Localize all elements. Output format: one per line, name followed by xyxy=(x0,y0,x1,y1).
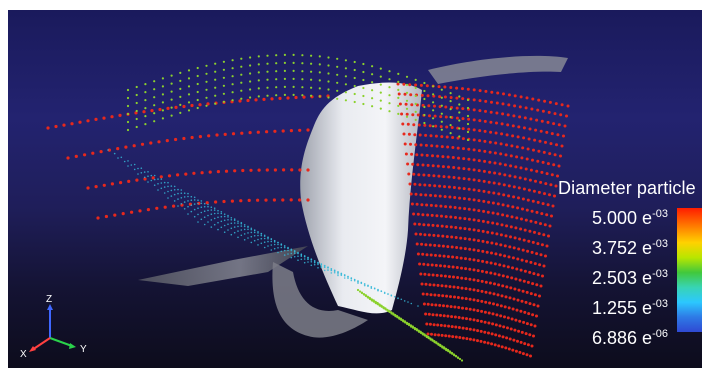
lower-hub-surface xyxy=(272,262,368,338)
upper-shroud-surface xyxy=(428,55,568,84)
axis-y-label: Y xyxy=(80,344,87,355)
colorbar xyxy=(677,208,702,332)
legend-label-max: 5.000 e-03 xyxy=(592,208,668,228)
bottom-strip xyxy=(8,368,702,376)
hub-surface xyxy=(138,246,308,286)
legend-label-min: 6.886 e-06 xyxy=(592,328,668,348)
legend-title: Diameter particle xyxy=(558,178,696,198)
legend-label-lower: 1.255 e-03 xyxy=(592,298,668,318)
axis-x-label: X xyxy=(20,349,27,360)
axis-z-label: Z xyxy=(46,294,52,305)
particle-trajectory-scene xyxy=(46,53,570,362)
particle-cloud xyxy=(46,53,570,362)
axes-triad[interactable]: Z Y X xyxy=(20,294,110,360)
legend-label-upper: 3.752 e-03 xyxy=(592,238,668,258)
blade-surface xyxy=(300,82,422,314)
legend-label-mid: 2.503 e-03 xyxy=(592,268,668,288)
3d-viewport[interactable]: Diameter particle 5.000 e-03 3.752 e-03 … xyxy=(8,10,702,368)
